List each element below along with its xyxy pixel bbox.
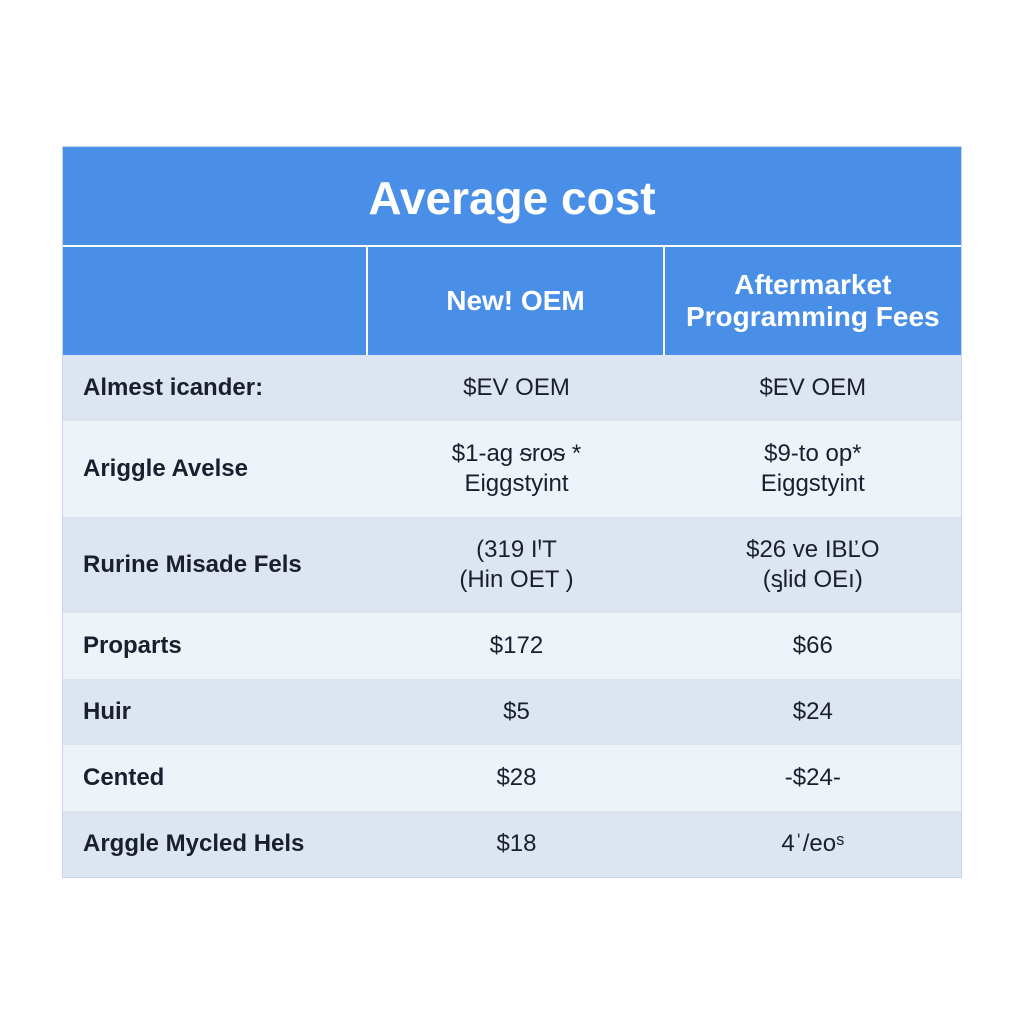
table-title: Average cost	[63, 147, 961, 247]
row-value-col2: 4ˈ/eoˢ	[665, 811, 961, 877]
row-value-col2: $24	[665, 679, 961, 745]
row-value-col2: $EV OEM	[665, 355, 961, 421]
header-col-0	[63, 247, 368, 355]
row-label: Arggle Mycled Hels	[63, 811, 368, 877]
row-value-col1: $28	[368, 745, 664, 811]
row-value-col1: $172	[368, 613, 664, 679]
row-value-col1: $EV OEM	[368, 355, 664, 421]
table-row: Huir $5 $24	[63, 679, 961, 745]
table-row: Cented $28 -$24-	[63, 745, 961, 811]
table-header-row: New! OEM Aftermarket Programming Fees	[63, 247, 961, 355]
table-row: Arggle Mycled Hels $18 4ˈ/eoˢ	[63, 811, 961, 877]
row-label: Cented	[63, 745, 368, 811]
row-label: Almest icander:	[63, 355, 368, 421]
row-value-col2: $9-to op* Eiggstyint	[665, 421, 961, 517]
row-value-col1: $5	[368, 679, 664, 745]
row-value-col1: $18	[368, 811, 664, 877]
row-label: Huir	[63, 679, 368, 745]
table-row: Almest icander: $EV OEM $EV OEM	[63, 355, 961, 421]
row-label: Ariggle Avelse	[63, 421, 368, 517]
cost-table: Average cost New! OEM Aftermarket Progra…	[62, 146, 962, 878]
row-value-col1: $1-ag ᵴroᵴ * Eiggstyint	[368, 421, 664, 517]
table-row: Ariggle Avelse $1-ag ᵴroᵴ * Eiggstyint $…	[63, 421, 961, 517]
row-label: Proparts	[63, 613, 368, 679]
row-value-col2: $66	[665, 613, 961, 679]
header-col-1: New! OEM	[368, 247, 664, 355]
row-value-col2: -$24-	[665, 745, 961, 811]
row-label: Rurine Misade Fels	[63, 517, 368, 613]
table-row: Rurine Misade Fels (319 IꞋT (Hin OET ) $…	[63, 517, 961, 613]
table-row: Proparts $172 $66	[63, 613, 961, 679]
row-value-col1: (319 IꞋT (Hin OET )	[368, 517, 664, 613]
row-value-col2: $26 ve IBĽO (ᶊlid OEı)	[665, 517, 961, 613]
header-col-2: Aftermarket Programming Fees	[665, 247, 961, 355]
